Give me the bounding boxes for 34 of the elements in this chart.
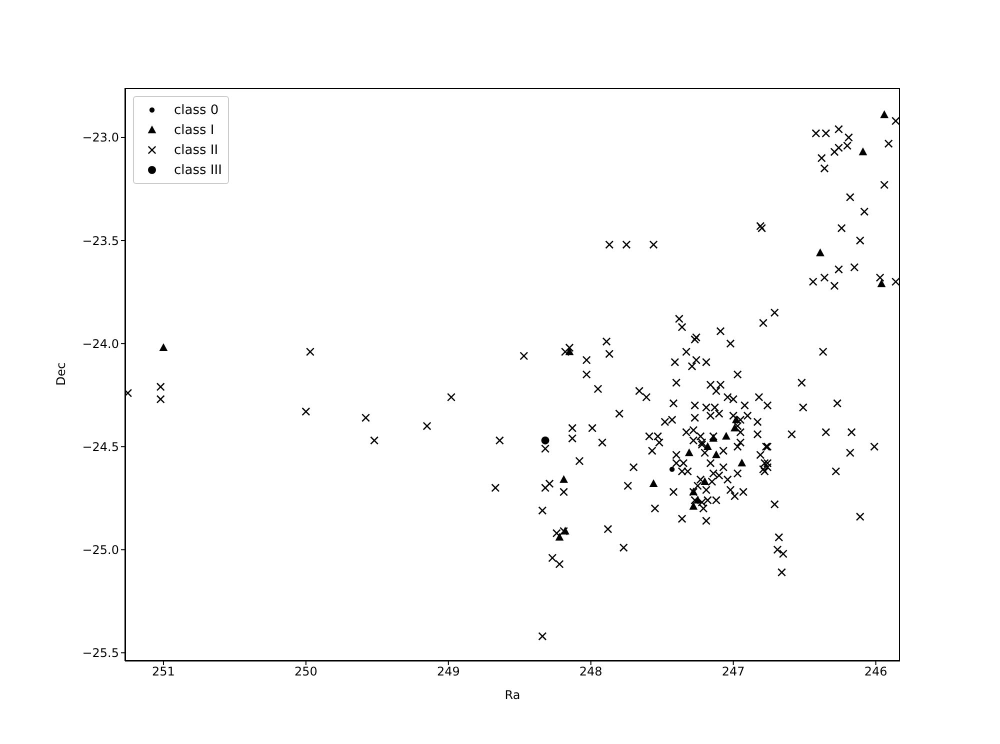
point bbox=[877, 279, 886, 288]
point bbox=[649, 479, 658, 488]
point bbox=[722, 432, 730, 440]
point bbox=[712, 450, 720, 458]
y-axis-title: Dec bbox=[54, 362, 68, 386]
point bbox=[738, 458, 746, 466]
point bbox=[689, 502, 698, 510]
y-tick-label: −25.0 bbox=[82, 542, 119, 557]
x-tick-label: 246 bbox=[864, 664, 888, 679]
x-tick-label: 251 bbox=[152, 664, 175, 679]
x-tick-label: 247 bbox=[722, 664, 745, 679]
y-tick-label: −24.5 bbox=[82, 440, 119, 454]
y-tick-label: −23.0 bbox=[82, 130, 119, 145]
y-tick-label: −23.5 bbox=[82, 234, 119, 248]
point bbox=[700, 477, 710, 485]
point bbox=[816, 248, 824, 256]
legend-label: class II bbox=[174, 142, 218, 158]
legend-label: class III bbox=[174, 162, 222, 178]
y-tick-label: −24.0 bbox=[82, 336, 119, 351]
x-tick-label: 248 bbox=[579, 664, 602, 679]
y-tick-label: −25.5 bbox=[82, 646, 119, 660]
x-tick-label: 249 bbox=[436, 664, 460, 679]
x-axis-title: Ra bbox=[504, 688, 522, 702]
point bbox=[858, 147, 868, 156]
point bbox=[560, 475, 568, 483]
point bbox=[880, 110, 889, 118]
point bbox=[703, 442, 712, 450]
x-tick-label: 250 bbox=[294, 664, 318, 679]
point bbox=[541, 436, 550, 444]
legend-label: class I bbox=[174, 122, 214, 138]
point bbox=[669, 466, 675, 472]
point bbox=[684, 448, 694, 456]
point bbox=[159, 343, 168, 352]
legend-label: class 0 bbox=[174, 102, 219, 118]
